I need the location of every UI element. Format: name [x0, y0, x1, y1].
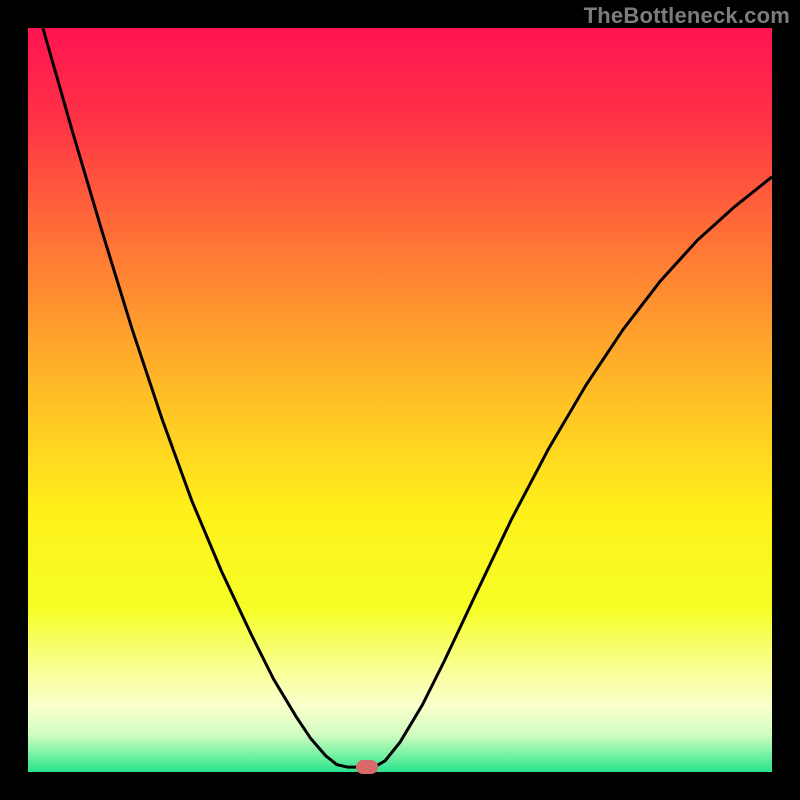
attribution-text: TheBottleneck.com	[584, 3, 790, 29]
chart-frame: TheBottleneck.com	[0, 0, 800, 800]
plot-area	[28, 28, 772, 772]
optimum-marker	[356, 760, 378, 774]
gradient-background	[28, 28, 772, 772]
